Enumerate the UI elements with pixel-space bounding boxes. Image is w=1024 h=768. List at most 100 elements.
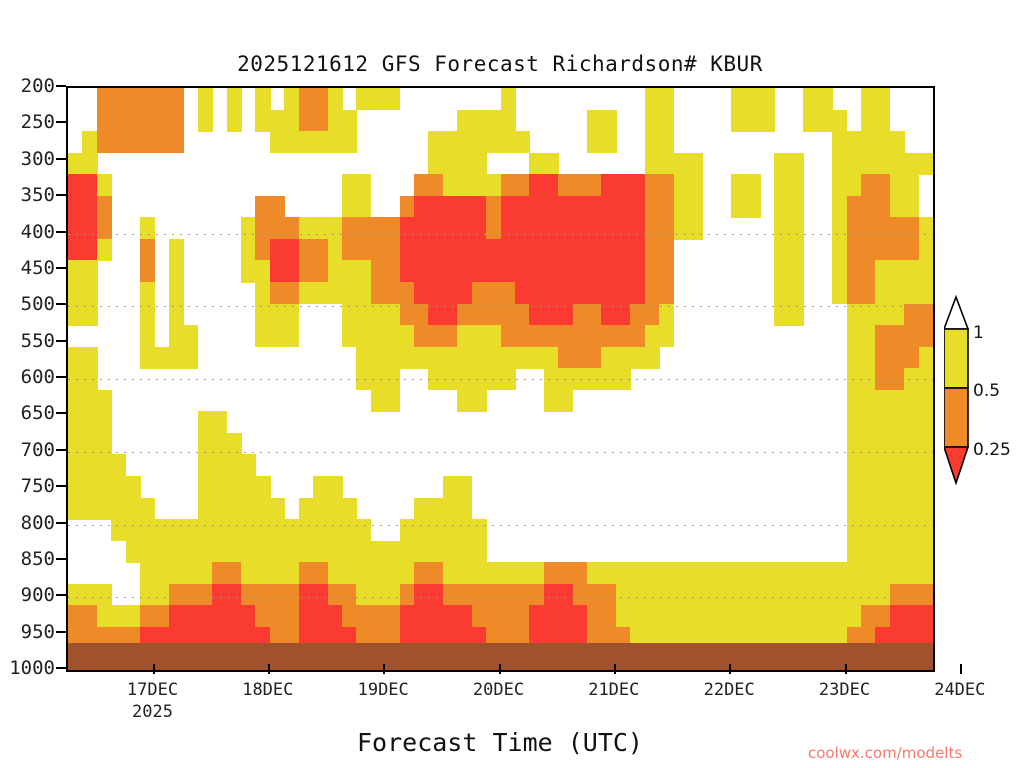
heatmap-cell <box>529 260 545 283</box>
heatmap-cell <box>601 583 617 607</box>
heatmap-cell <box>529 325 545 348</box>
x-tick-label: 24DEC <box>934 680 986 700</box>
heatmap-cell <box>168 88 185 111</box>
heatmap-cell <box>788 303 804 326</box>
heatmap-cell <box>846 346 862 369</box>
heatmap-cell <box>774 303 790 326</box>
heatmap-cell <box>471 389 487 413</box>
heatmap-cell <box>904 389 920 413</box>
heatmap-cell <box>543 282 559 305</box>
gridline <box>68 233 933 235</box>
heatmap-cell <box>197 497 213 520</box>
heatmap-cell <box>630 562 646 585</box>
heatmap-cell <box>154 109 170 132</box>
heatmap-cell <box>327 238 343 262</box>
heatmap-cell <box>140 282 156 305</box>
gridline <box>68 306 933 308</box>
heatmap-cell <box>587 109 603 132</box>
heatmap-cell <box>486 562 502 585</box>
heatmap-cell <box>370 217 386 240</box>
heatmap-cell <box>442 583 458 607</box>
heatmap-cell <box>226 88 242 111</box>
heatmap-cell <box>889 476 905 499</box>
heatmap-cell <box>241 497 257 520</box>
heatmap-cell <box>255 497 271 520</box>
heatmap-cell <box>327 497 343 520</box>
heatmap-cell <box>68 389 84 413</box>
heatmap-cell <box>442 476 458 499</box>
heatmap-cell <box>601 260 617 283</box>
heatmap-cell <box>471 217 487 240</box>
heatmap-cell <box>385 562 401 585</box>
heatmap-cell <box>457 325 473 348</box>
heatmap-cell <box>659 583 675 607</box>
heatmap-cell <box>817 88 833 111</box>
heatmap-cell <box>486 260 502 283</box>
heatmap-cell <box>846 260 862 283</box>
heatmap-cell <box>558 583 574 607</box>
heatmap-cell <box>341 131 358 154</box>
heatmap-cell <box>644 238 660 262</box>
heatmap-cell <box>457 109 473 132</box>
heatmap-cell <box>687 195 704 219</box>
heatmap-cell <box>529 346 545 369</box>
heatmap-cell <box>96 583 112 607</box>
heatmap-cell <box>255 260 271 283</box>
heatmap-cell <box>918 282 933 305</box>
heatmap-cell <box>889 540 905 563</box>
heatmap-cell <box>82 195 98 219</box>
heatmap-cell <box>68 195 84 219</box>
heatmap-cell <box>68 605 84 628</box>
y-tick <box>56 194 66 197</box>
heatmap-cell <box>428 152 444 175</box>
heatmap-cell <box>313 238 329 262</box>
y-tick-label: 550 <box>20 329 55 352</box>
heatmap-cell <box>471 583 487 607</box>
y-tick <box>56 448 66 451</box>
watermark: coolwx.com/modelts <box>808 744 963 762</box>
heatmap-cell <box>327 562 343 585</box>
heatmap-cell <box>587 605 603 628</box>
chart-title: 2025121612 GFS Forecast Richardson# KBUR <box>237 52 763 76</box>
heatmap-cell <box>226 562 242 585</box>
heatmap-cell <box>241 519 257 542</box>
heatmap-cell <box>918 260 933 283</box>
heatmap-cell <box>875 195 891 219</box>
heatmap-cell <box>832 282 848 305</box>
heatmap-cell <box>659 325 675 348</box>
heatmap-cell <box>356 260 372 283</box>
heatmap-cell <box>82 217 98 240</box>
heatmap-cell <box>659 88 675 111</box>
heatmap-cell <box>370 540 386 563</box>
heatmap-cell <box>788 174 804 197</box>
heatmap-cell <box>255 325 271 348</box>
heatmap-cell <box>370 325 386 348</box>
heatmap-cell <box>111 497 127 520</box>
heatmap-cell <box>313 131 329 154</box>
heatmap-cell <box>255 238 271 262</box>
heatmap-cell <box>889 389 905 413</box>
heatmap-cell <box>226 519 242 542</box>
heatmap-cell <box>543 260 559 283</box>
heatmap-cell <box>615 346 631 369</box>
heatmap-cell <box>140 346 156 369</box>
heatmap-cell <box>529 583 545 607</box>
heatmap-cell <box>673 217 689 240</box>
heatmap-cell <box>68 303 84 326</box>
heatmap-cell <box>860 497 877 520</box>
heatmap-cell <box>615 562 631 585</box>
heatmap-cell <box>486 303 502 326</box>
heatmap-cell <box>414 519 430 542</box>
heatmap-cell <box>500 195 516 219</box>
heatmap-cell <box>558 605 574 628</box>
heatmap-cell <box>197 109 213 132</box>
y-tick-label: 350 <box>20 184 55 207</box>
heatmap-cell <box>385 389 401 413</box>
heatmap-cell <box>356 346 372 369</box>
heatmap-cell <box>846 454 862 477</box>
heatmap-cell <box>875 432 891 456</box>
heatmap-cell <box>687 562 704 585</box>
heatmap-cell <box>832 195 848 219</box>
heatmap-cell <box>832 174 848 197</box>
heatmap-cell <box>846 411 862 434</box>
